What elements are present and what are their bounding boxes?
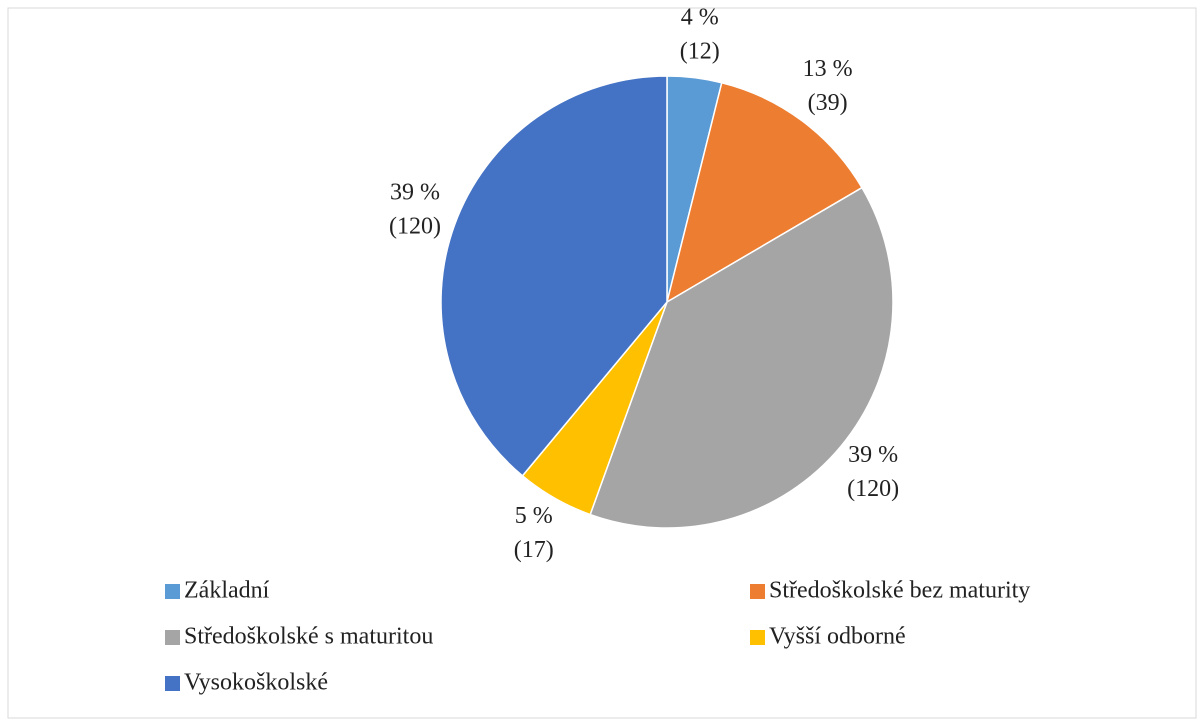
value-label: (12) <box>680 39 720 65</box>
legend-label: Vyšší odborné <box>769 624 906 650</box>
percent-label: 5 % <box>515 503 553 529</box>
percent-label: 39 % <box>390 179 440 205</box>
legend-swatch <box>750 630 765 645</box>
pie-slice <box>589 186 894 529</box>
percent-label: 13 % <box>803 56 853 82</box>
value-label: (39) <box>808 90 848 116</box>
percent-label: 4 % <box>681 5 719 31</box>
legend-label: Středoškolské s maturitou <box>184 624 433 650</box>
legend-label: Vysokoškolské <box>184 670 328 696</box>
legend-swatch <box>165 676 180 691</box>
legend-swatch <box>165 584 180 599</box>
percent-label: 39 % <box>848 442 898 468</box>
legend-label: Základní <box>184 578 270 604</box>
pie-slice <box>665 81 863 304</box>
pie-slice <box>440 75 668 477</box>
legend-label: Středoškolské bez maturity <box>769 578 1030 604</box>
value-label: (17) <box>514 537 554 563</box>
value-label: (120) <box>847 476 899 502</box>
legend-swatch <box>165 630 180 645</box>
value-label: (120) <box>389 213 441 239</box>
legend-swatch <box>750 584 765 599</box>
